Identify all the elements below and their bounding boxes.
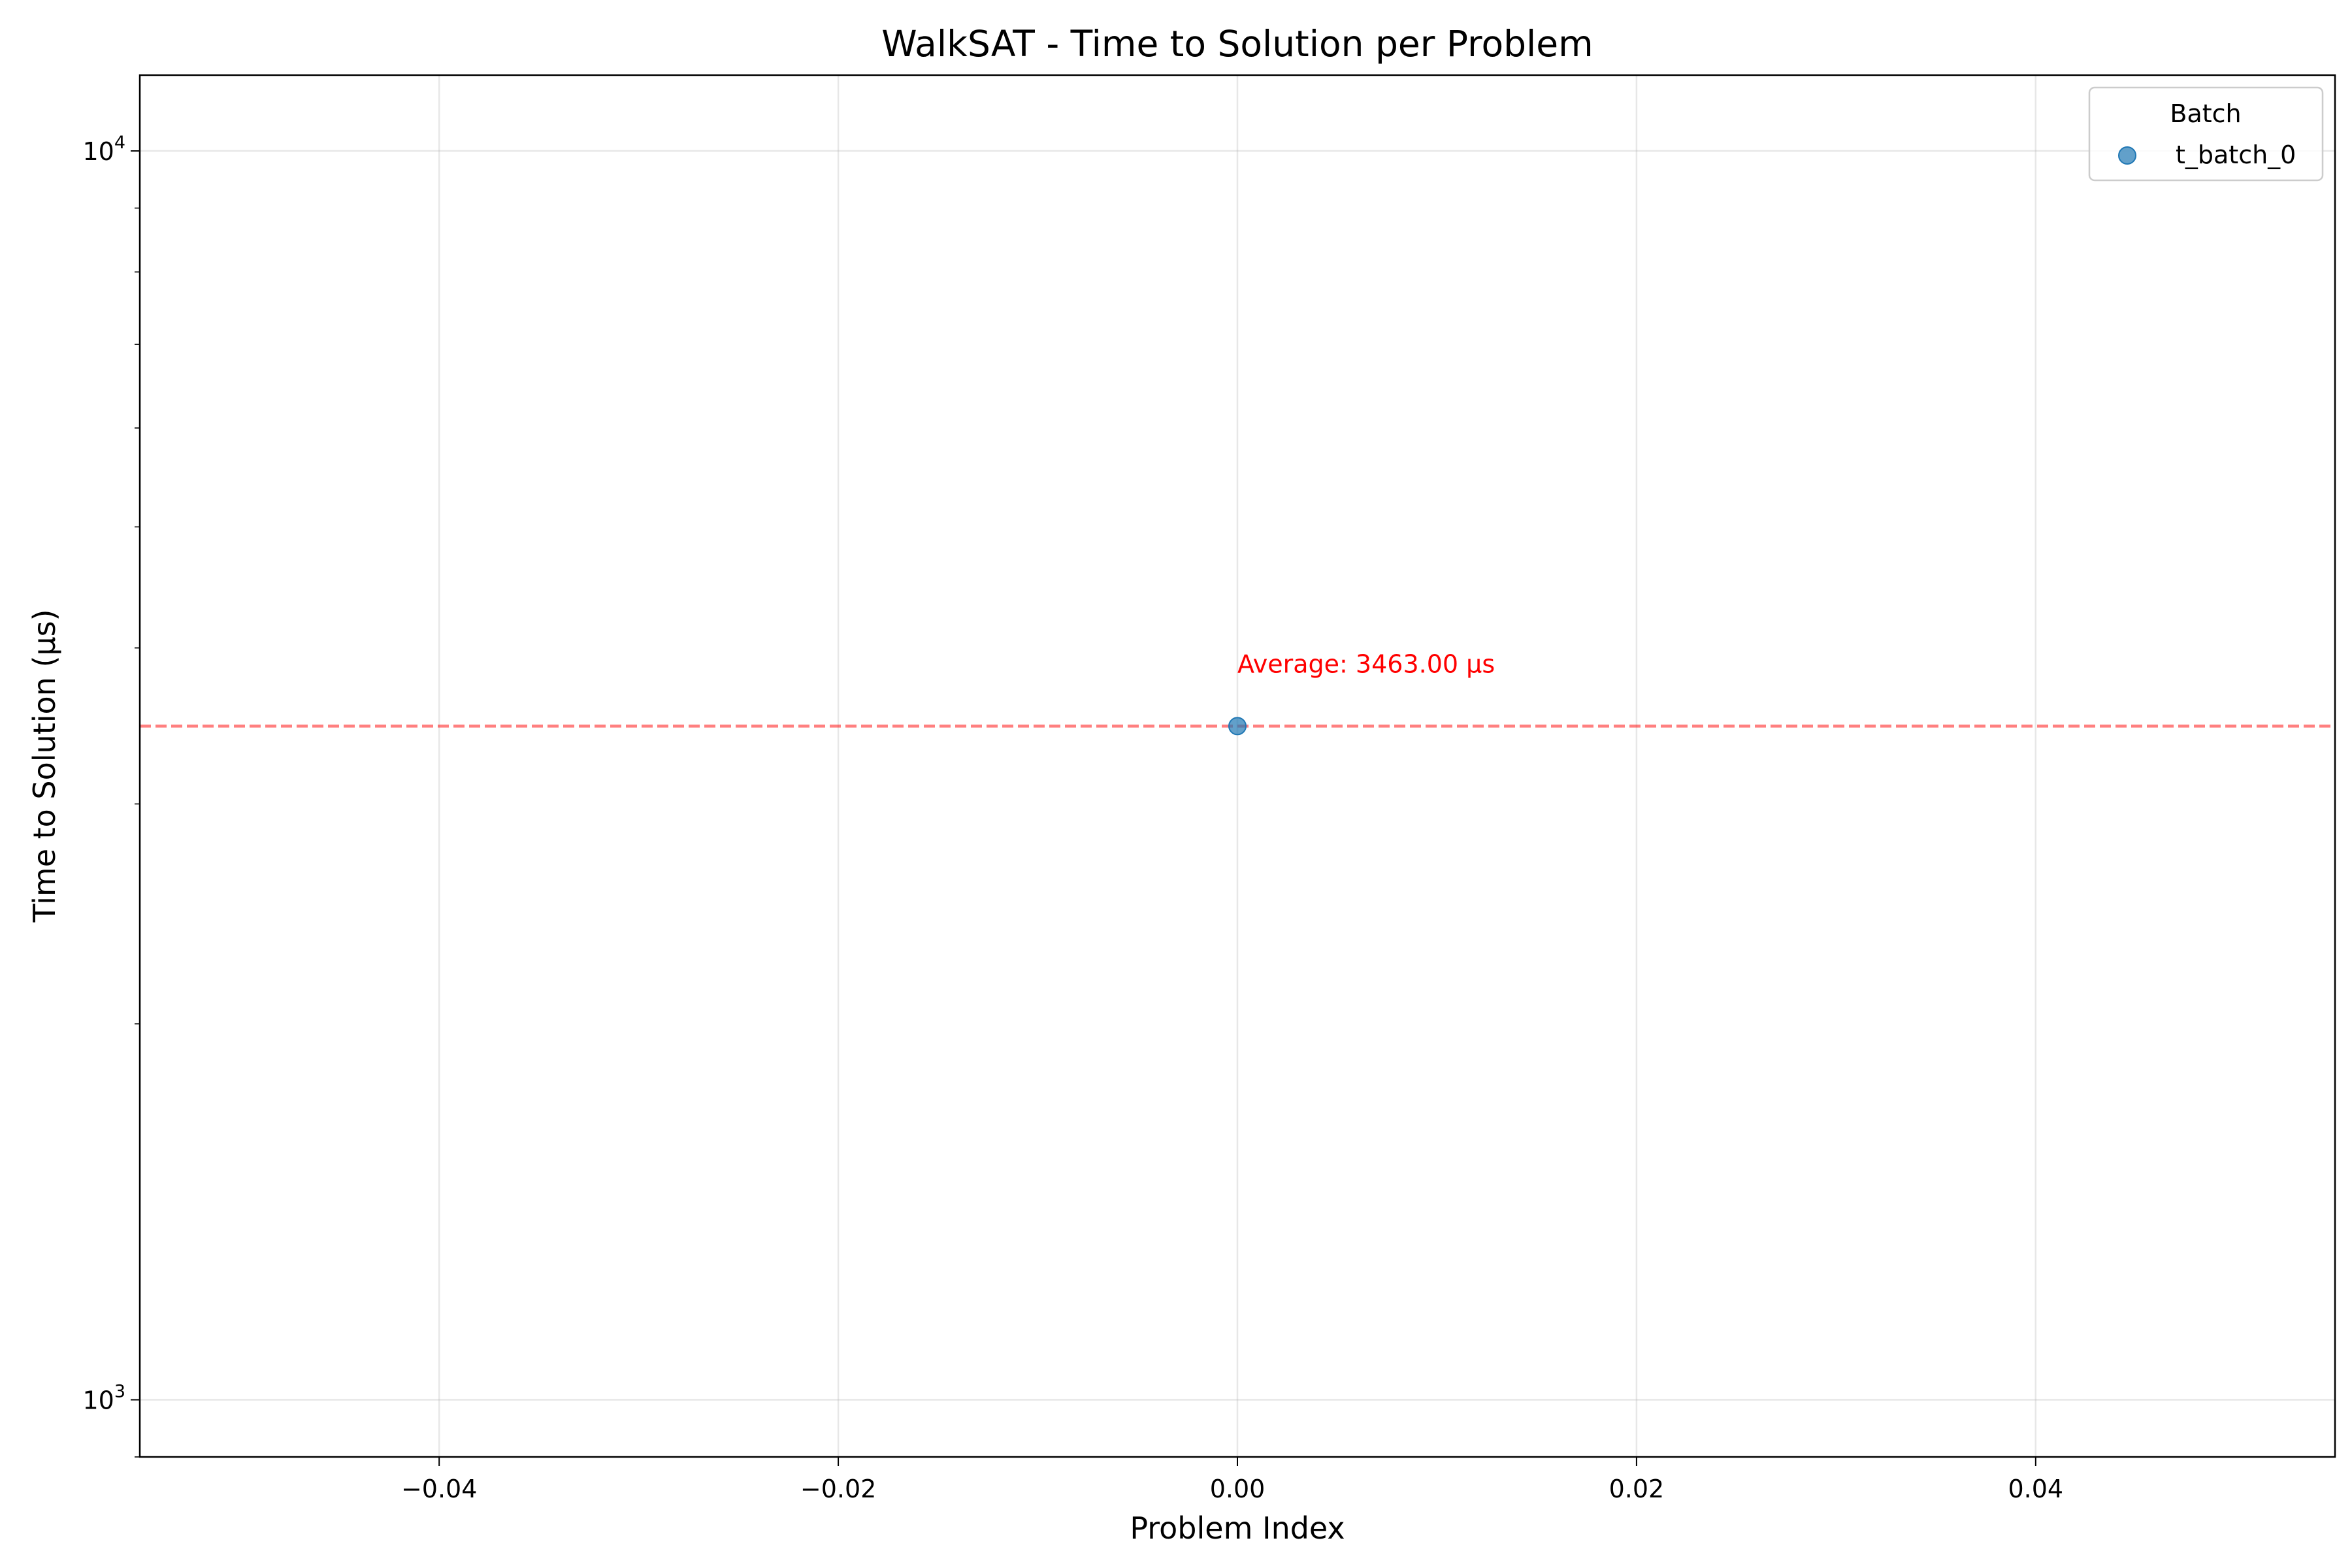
ticks: −0.04 −0.02 0.00 0.02 0.04 103 104 <box>82 133 2063 1503</box>
points-layer <box>1228 717 1247 736</box>
legend-title: Batch <box>2170 99 2241 128</box>
chart-title: WalkSAT - Time to Solution per Problem <box>881 23 1593 65</box>
average-annotation: Average: 3463.00 µs <box>1237 649 1495 678</box>
legend-marker <box>2118 146 2136 165</box>
x-tick-label: 0.00 <box>1210 1475 1266 1503</box>
x-tick-label: −0.04 <box>401 1475 477 1503</box>
data-point <box>1228 717 1247 736</box>
x-axis-label: Problem Index <box>1130 1511 1345 1546</box>
y-tick-label: 104 <box>82 133 125 166</box>
legend-box <box>2088 86 2324 182</box>
x-tick-label: 0.02 <box>1609 1475 1665 1503</box>
legend-label: t_batch_0 <box>2176 140 2296 169</box>
legend: Batch t_batch_0 <box>2088 86 2324 182</box>
x-tick-label: 0.04 <box>2008 1475 2064 1503</box>
x-tick-label: −0.02 <box>800 1475 876 1503</box>
y-axis-label: Time to Solution (µs) <box>27 609 62 923</box>
y-tick-label: 103 <box>82 1382 125 1415</box>
grid <box>140 75 2335 1457</box>
